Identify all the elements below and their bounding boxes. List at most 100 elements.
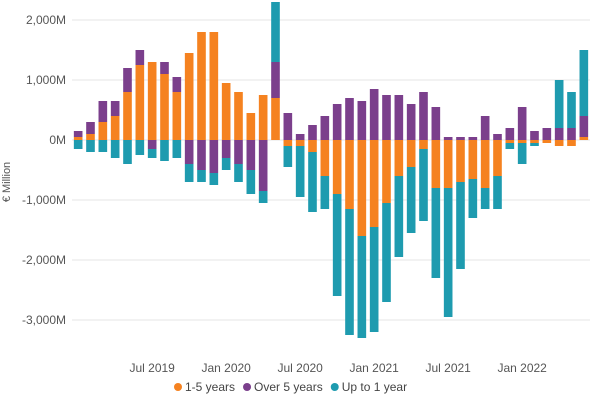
bar-segment-over-5-years [468, 137, 478, 140]
bar-segment-over-5-years [110, 101, 120, 116]
bar-segment-up-to-1-year [271, 2, 280, 62]
bar-segment-1-5-years [123, 92, 132, 140]
bar-segment-1-5-years [295, 140, 305, 146]
bar-segment-1-5-years [172, 92, 182, 140]
bar-segment-1-5-years [110, 116, 120, 140]
bar-segment-1-5-years [73, 137, 83, 140]
legend-marker [243, 383, 252, 391]
bar-segment-up-to-1-year [98, 140, 108, 152]
bar-segment-over-5-years [73, 131, 83, 137]
bar-segment-over-5-years [357, 101, 367, 140]
bar-segment-over-5-years [197, 140, 206, 170]
bar-segment-1-5-years [234, 92, 243, 140]
bar-segment-over-5-years [345, 98, 354, 140]
bar-segment-over-5-years [98, 101, 108, 122]
legend-marker [330, 383, 339, 391]
bar-segment-over-5-years [258, 140, 268, 191]
bar-segment-up-to-1-year [135, 140, 145, 155]
bar-segment-1-5-years [357, 140, 367, 236]
bar-segment-up-to-1-year [554, 80, 564, 128]
bar-segment-over-5-years [234, 140, 243, 164]
bar-segment-over-5-years [406, 104, 416, 140]
bar-segment-over-5-years [320, 116, 330, 140]
bar-segment-over-5-years [123, 68, 132, 92]
x-tick-label: Jul 2020 [277, 361, 323, 375]
bar-segment-over-5-years [86, 122, 95, 134]
bar-segment-over-5-years [135, 50, 145, 65]
bar-segment-up-to-1-year [308, 152, 317, 212]
legend-marker [174, 383, 182, 391]
bar-segment-up-to-1-year [345, 209, 354, 335]
y-tick-label: -2,000M [22, 253, 66, 267]
legend: 1-5 years Over 5 years Up to 1 year [174, 380, 407, 394]
bar-segment-over-5-years [369, 89, 379, 140]
bar-segment-1-5-years [246, 113, 256, 140]
bar-segment-1-5-years [382, 140, 391, 203]
bar-segment-up-to-1-year [505, 143, 515, 149]
bar-segment-1-5-years [135, 65, 145, 140]
bar-segment-up-to-1-year [567, 92, 576, 128]
bar-segment-1-5-years [160, 74, 169, 140]
bar-segment-1-5-years [394, 140, 404, 176]
x-tick-label: Jan 2022 [497, 361, 547, 375]
bar-segment-up-to-1-year [172, 140, 182, 158]
bar-segment-1-5-years [98, 122, 108, 140]
bar-segment-over-5-years [493, 134, 502, 140]
bar-segment-over-5-years [419, 92, 428, 140]
bar-segment-up-to-1-year [221, 158, 231, 170]
bar-segment-up-to-1-year [234, 164, 243, 182]
bar-segment-1-5-years [443, 140, 453, 188]
bar-segment-1-5-years [456, 140, 465, 182]
bar-segment-over-5-years [554, 128, 564, 140]
bar-segment-1-5-years [567, 140, 576, 146]
bar-segment-1-5-years [332, 140, 342, 194]
bar-segment-over-5-years [147, 140, 157, 149]
bar-segment-1-5-years [530, 140, 539, 143]
y-tick-label: -1,000M [22, 193, 66, 207]
bar-segment-over-5-years [517, 107, 527, 140]
bar-segment-1-5-years [258, 95, 268, 140]
x-tick-label: Jan 2020 [201, 361, 251, 375]
bar-segment-over-5-years [221, 140, 231, 158]
bar-segment-1-5-years [505, 140, 515, 143]
bar-segment-up-to-1-year [517, 143, 527, 164]
bar-segment-1-5-years [554, 140, 564, 146]
bar-segment-1-5-years [517, 140, 527, 143]
bar-segment-1-5-years [542, 140, 552, 143]
bars [73, 2, 589, 338]
bar-segment-up-to-1-year [320, 176, 330, 209]
bar-segment-1-5-years [579, 137, 589, 140]
bar-segment-up-to-1-year [493, 176, 502, 209]
bar-segment-over-5-years [530, 131, 539, 140]
x-axis-ticks: Jul 2019 Jan 2020 Jul 2020 Jan 2021 Jul 2021… [129, 361, 547, 375]
bar-segment-up-to-1-year [73, 140, 83, 149]
bar-segment-up-to-1-year [369, 227, 379, 332]
bar-segment-over-5-years [295, 134, 305, 140]
bar-segment-up-to-1-year [579, 50, 589, 116]
legend-label: 1-5 years [185, 380, 235, 394]
bar-segment-1-5-years [493, 140, 502, 176]
bar-segment-up-to-1-year [209, 173, 219, 185]
bar-segment-over-5-years [382, 95, 391, 140]
y-axis-ticks: 2,000M 1,000M 0M -1,000M -2,000M -3,000M [22, 13, 66, 327]
bar-segment-over-5-years [431, 107, 441, 140]
bar-segment-over-5-years [505, 128, 515, 140]
bar-segment-up-to-1-year [406, 167, 416, 233]
bar-segment-up-to-1-year [147, 149, 157, 158]
bar-segment-over-5-years [308, 125, 317, 140]
bar-segment-over-5-years [271, 62, 280, 98]
bar-segment-up-to-1-year [184, 164, 194, 182]
bar-segment-1-5-years [283, 140, 293, 146]
bar-segment-1-5-years [419, 140, 428, 149]
bar-segment-1-5-years [184, 53, 194, 140]
bar-segment-up-to-1-year [480, 188, 490, 209]
bar-segment-up-to-1-year [431, 188, 441, 278]
y-tick-label: 1,000M [26, 73, 66, 87]
bar-segment-1-5-years [320, 140, 330, 176]
bar-segment-up-to-1-year [419, 149, 428, 221]
bar-segment-1-5-years [406, 140, 416, 167]
bar-segment-up-to-1-year [246, 170, 256, 194]
bar-segment-up-to-1-year [443, 188, 453, 317]
